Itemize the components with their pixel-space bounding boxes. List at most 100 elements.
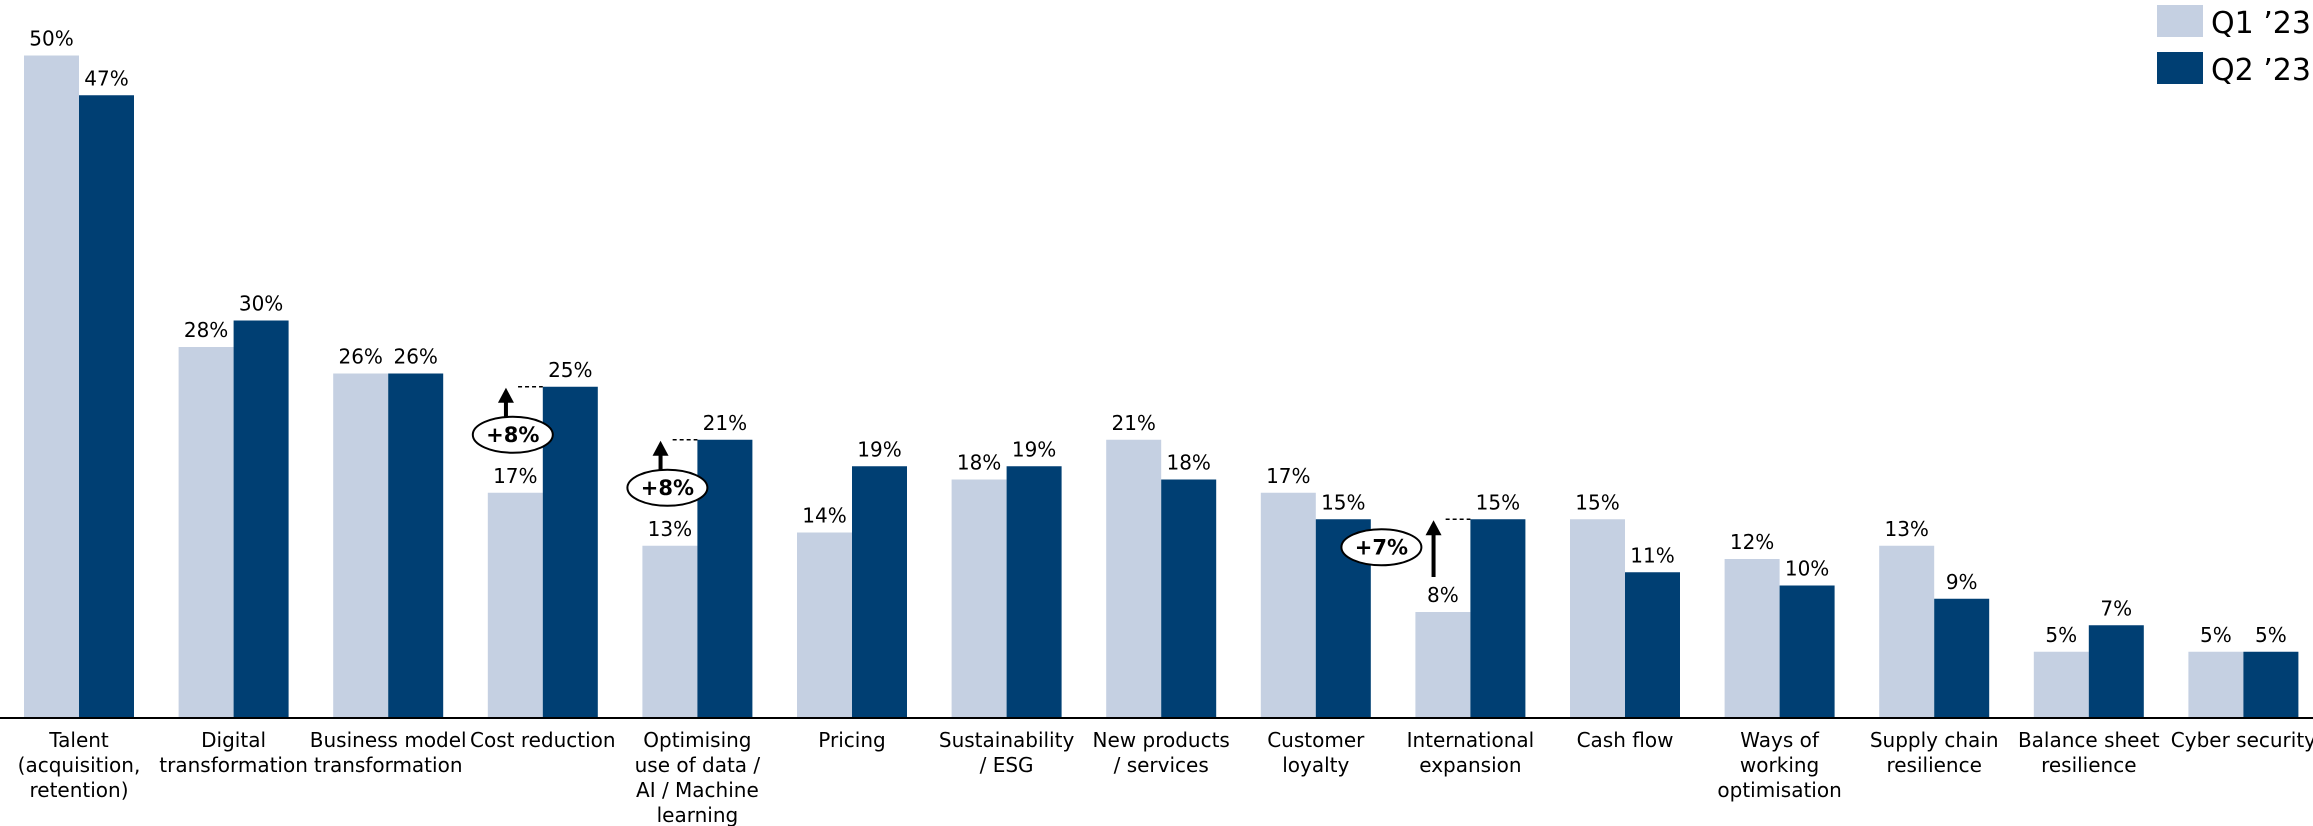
data-label-s2-8: 15% bbox=[1321, 490, 1365, 514]
annotation-label-0: +8% bbox=[486, 423, 539, 447]
category-label-9-1: expansion bbox=[1419, 753, 1521, 777]
category-label-3-0: Cost reduction bbox=[470, 728, 616, 752]
data-label-s1-8: 17% bbox=[1266, 464, 1310, 488]
category-label-2-0: Business model bbox=[310, 728, 467, 752]
data-label-s2-5: 19% bbox=[857, 437, 901, 461]
data-label-s2-2: 26% bbox=[393, 345, 437, 369]
data-label-s1-1: 28% bbox=[184, 318, 228, 342]
bar-s2-0 bbox=[79, 95, 134, 718]
data-label-s1-4: 13% bbox=[648, 517, 692, 541]
category-label-0-0: Talent bbox=[48, 728, 109, 752]
bar-s2-7 bbox=[1161, 479, 1217, 718]
annotation-arrowhead-2 bbox=[1425, 520, 1442, 536]
data-label-s2-7: 18% bbox=[1166, 451, 1210, 475]
annotation-badge-0 bbox=[471, 415, 554, 454]
legend-label-1: Q1 ’23 bbox=[2211, 6, 2311, 41]
category-label-4-1: use of data / bbox=[635, 753, 761, 777]
bar-s2-13 bbox=[2088, 625, 2144, 718]
bar-s1-12 bbox=[1879, 545, 1935, 718]
bar-s1-13 bbox=[2033, 651, 2089, 718]
data-label-s2-6: 19% bbox=[1012, 437, 1056, 461]
bar-s1-8 bbox=[1260, 492, 1316, 718]
category-label-12-1: resilience bbox=[1886, 753, 1981, 777]
data-label-s1-7: 21% bbox=[1111, 411, 1155, 435]
data-label-s2-10: 11% bbox=[1630, 543, 1674, 567]
data-label-s2-1: 30% bbox=[239, 292, 283, 316]
bar-s1-14 bbox=[2188, 651, 2244, 718]
legend-swatch-2 bbox=[2157, 52, 2203, 84]
category-label-8-1: loyalty bbox=[1282, 753, 1349, 777]
data-label-s2-14: 5% bbox=[2255, 623, 2287, 647]
bar-s1-3 bbox=[487, 492, 543, 718]
category-label-9-0: International bbox=[1407, 728, 1535, 752]
category-label-4-3: learning bbox=[657, 803, 739, 826]
category-label-11-2: optimisation bbox=[1717, 778, 1841, 802]
bar-s1-0 bbox=[24, 55, 79, 718]
data-label-s1-10: 15% bbox=[1575, 490, 1619, 514]
annotation-arrowhead-0 bbox=[497, 387, 514, 403]
data-label-s1-2: 26% bbox=[338, 345, 382, 369]
data-label-s2-4: 21% bbox=[703, 411, 747, 435]
bar-s1-11 bbox=[1724, 559, 1780, 718]
category-label-7-1: / services bbox=[1114, 753, 1209, 777]
annotation-badge-2 bbox=[1340, 528, 1423, 567]
category-label-13-1: resilience bbox=[2041, 753, 2136, 777]
annotation-label-1: +8% bbox=[641, 476, 694, 500]
category-label-6-1: / ESG bbox=[980, 753, 1034, 777]
data-label-s1-13: 5% bbox=[2045, 623, 2077, 647]
bar-s1-9 bbox=[1415, 612, 1471, 718]
annotation-label-2: +7% bbox=[1355, 535, 1408, 559]
category-label-14-0: Cyber security bbox=[2171, 728, 2313, 752]
legend-swatch-1 bbox=[2157, 5, 2203, 37]
bar-s1-2 bbox=[333, 373, 389, 718]
data-label-s2-11: 10% bbox=[1785, 557, 1829, 581]
data-label-s1-6: 18% bbox=[957, 451, 1001, 475]
category-label-11-0: Ways of bbox=[1740, 728, 1820, 752]
bar-s1-5 bbox=[797, 532, 852, 718]
category-label-0-2: retention) bbox=[29, 778, 128, 802]
category-label-5-0: Pricing bbox=[818, 728, 885, 752]
category-label-0-1: (acquisition, bbox=[18, 753, 141, 777]
bar-s1-1 bbox=[178, 347, 234, 718]
data-label-s2-3: 25% bbox=[548, 358, 592, 382]
category-label-11-1: working bbox=[1740, 753, 1819, 777]
category-label-4-0: Optimising bbox=[643, 728, 751, 752]
data-label-s1-14: 5% bbox=[2200, 623, 2232, 647]
data-label-s2-0: 47% bbox=[84, 66, 128, 90]
category-label-1-1: transformation bbox=[159, 753, 308, 777]
data-label-s1-12: 13% bbox=[1884, 517, 1928, 541]
category-label-2-1: transformation bbox=[314, 753, 463, 777]
bar-s2-11 bbox=[1779, 585, 1835, 718]
data-label-s2-9: 15% bbox=[1476, 490, 1520, 514]
bar-s2-9 bbox=[1470, 519, 1526, 718]
data-label-s1-3: 17% bbox=[493, 464, 537, 488]
category-label-12-0: Supply chain bbox=[1870, 728, 1999, 752]
legend-label-2: Q2 ’23 bbox=[2211, 53, 2311, 88]
annotation-badge-1 bbox=[626, 468, 709, 507]
bar-s2-6 bbox=[1006, 466, 1062, 718]
data-label-s1-0: 50% bbox=[29, 27, 73, 51]
data-label-s1-5: 14% bbox=[802, 504, 846, 528]
data-label-s2-13: 7% bbox=[2100, 596, 2132, 620]
bar-s1-10 bbox=[1570, 519, 1625, 718]
category-label-7-0: New products bbox=[1093, 728, 1230, 752]
bar-s2-14 bbox=[2243, 651, 2299, 718]
bar-s1-6 bbox=[951, 479, 1007, 718]
data-label-s2-12: 9% bbox=[1946, 570, 1978, 594]
bar-s2-12 bbox=[1934, 598, 1990, 718]
bar-s1-4 bbox=[642, 545, 698, 718]
annotation-arrowhead-1 bbox=[652, 440, 669, 456]
category-label-1-0: Digital bbox=[201, 728, 266, 752]
bar-s2-5 bbox=[852, 466, 907, 718]
data-label-s1-9: 8% bbox=[1427, 583, 1459, 607]
category-label-6-0: Sustainability bbox=[939, 728, 1075, 752]
category-label-10-0: Cash flow bbox=[1577, 728, 1674, 752]
bar-s2-10 bbox=[1625, 572, 1680, 718]
bar-s2-2 bbox=[388, 373, 444, 718]
category-label-8-0: Customer bbox=[1267, 728, 1365, 752]
category-label-4-2: AI / Machine bbox=[636, 778, 759, 802]
data-label-s1-11: 12% bbox=[1730, 530, 1774, 554]
bar-s1-7 bbox=[1106, 439, 1162, 718]
bar-s2-1 bbox=[233, 320, 289, 718]
